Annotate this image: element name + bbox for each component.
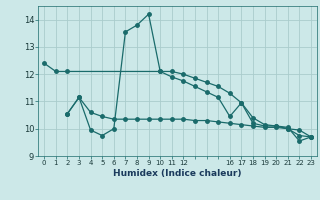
X-axis label: Humidex (Indice chaleur): Humidex (Indice chaleur) [113,169,242,178]
